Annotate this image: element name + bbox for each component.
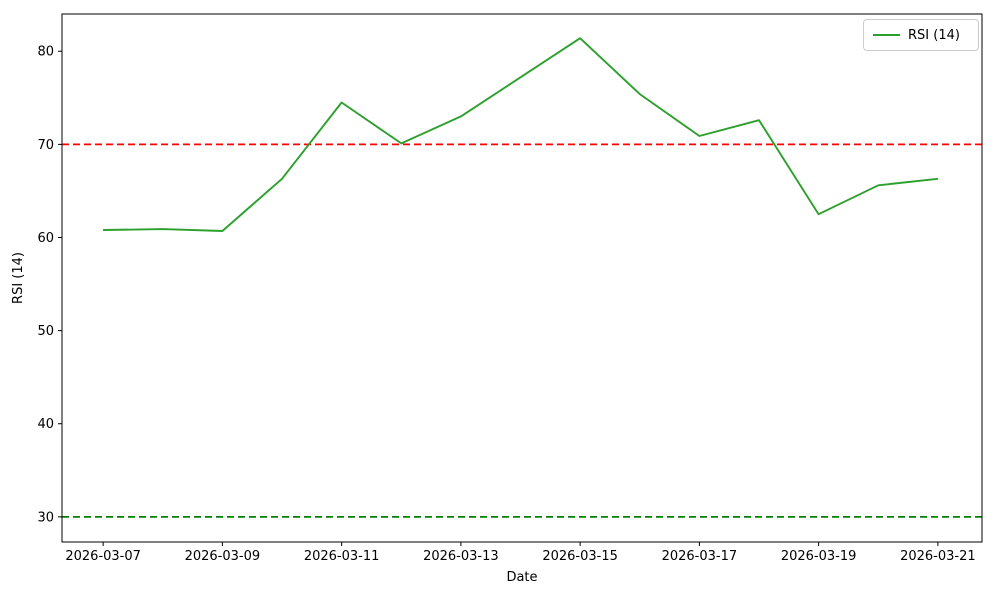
y-tick-label: 60 <box>37 231 54 246</box>
rsi-series-line <box>103 37 939 232</box>
x-tick-label: 2026-03-09 <box>185 549 261 564</box>
x-tick-label: 2026-03-17 <box>662 549 738 564</box>
axes-spines <box>61 13 983 543</box>
y-axis-title: RSI (14) <box>11 252 26 304</box>
legend: RSI (14) <box>863 19 979 51</box>
y-tick-label: 40 <box>37 417 54 432</box>
y-tick-label: 30 <box>37 510 54 525</box>
x-tick-label: 2026-03-15 <box>542 549 618 564</box>
x-tick-label: 2026-03-19 <box>781 549 857 564</box>
legend-line-swatch <box>873 34 900 36</box>
y-tick-label: 80 <box>37 45 54 60</box>
x-tick-label: 2026-03-11 <box>304 549 380 564</box>
x-tick-label: 2026-03-13 <box>423 549 499 564</box>
y-tick-label: 70 <box>37 138 54 153</box>
legend-label: RSI (14) <box>908 27 960 43</box>
y-tick-label: 50 <box>37 324 54 339</box>
x-tick-label: 2026-03-07 <box>65 549 141 564</box>
x-tick-label: 2026-03-21 <box>900 549 976 564</box>
x-axis-title: Date <box>506 570 537 585</box>
